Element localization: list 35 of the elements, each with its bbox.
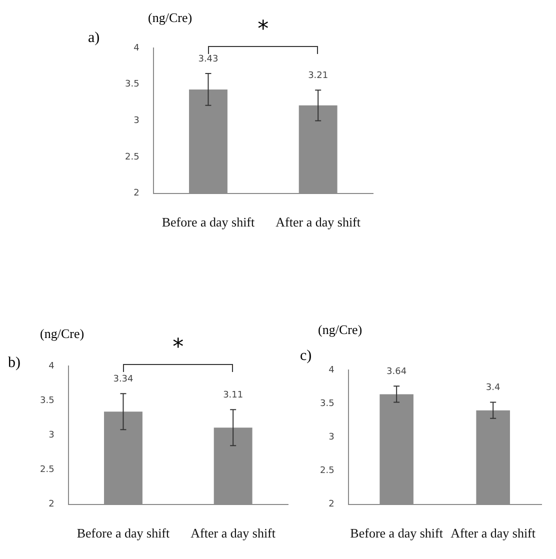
data-label: 3.11 — [223, 390, 244, 400]
x-tick-label: Before a day shift — [350, 526, 444, 541]
x-tick-label: After a day shift — [450, 526, 536, 541]
y-tick-label: 3.5 — [124, 80, 140, 90]
data-label: 3.43 — [198, 54, 218, 64]
x-tick-label: After a day shift — [190, 526, 276, 541]
y-axis-title: (ng/Cre) — [40, 326, 84, 342]
y-tick-label: 4 — [328, 365, 335, 376]
data-label: 3.21 — [308, 71, 328, 82]
x-tick-label: After a day shift — [276, 214, 361, 230]
text: * — [172, 335, 184, 360]
y-tick-label: 3 — [48, 430, 54, 441]
chart-title: a) — [88, 30, 100, 47]
y-tick-label: 2 — [48, 500, 54, 510]
y-tick-label: 2.5 — [40, 465, 54, 476]
y-tick-label: 3.5 — [320, 398, 334, 409]
data-label: 3.4 — [486, 383, 501, 394]
y-axis-title: (ng/Cre) — [148, 10, 192, 26]
y-axis-title: (ng/Cre) — [318, 322, 362, 338]
y-tick-label: 4 — [134, 43, 140, 54]
chart-title: b) — [8, 355, 20, 372]
x-tick-label: Before a day shift — [162, 214, 256, 230]
data-label: 3.64 — [386, 366, 407, 377]
y-tick-label: 2.5 — [124, 152, 140, 162]
text: * — [258, 17, 269, 42]
chart-title: c) — [300, 348, 312, 365]
y-tick-label: 3 — [134, 116, 140, 126]
x-tick-label: Before a day shift — [76, 526, 170, 541]
y-tick-label: 2 — [328, 500, 334, 510]
data-label: 3.34 — [113, 374, 134, 385]
y-tick-label: 3 — [328, 432, 334, 443]
y-tick-label: 4 — [48, 361, 55, 372]
y-tick-label: 2.5 — [320, 466, 334, 476]
y-tick-label: 2 — [134, 188, 140, 199]
y-tick-label: 3.5 — [40, 396, 54, 406]
